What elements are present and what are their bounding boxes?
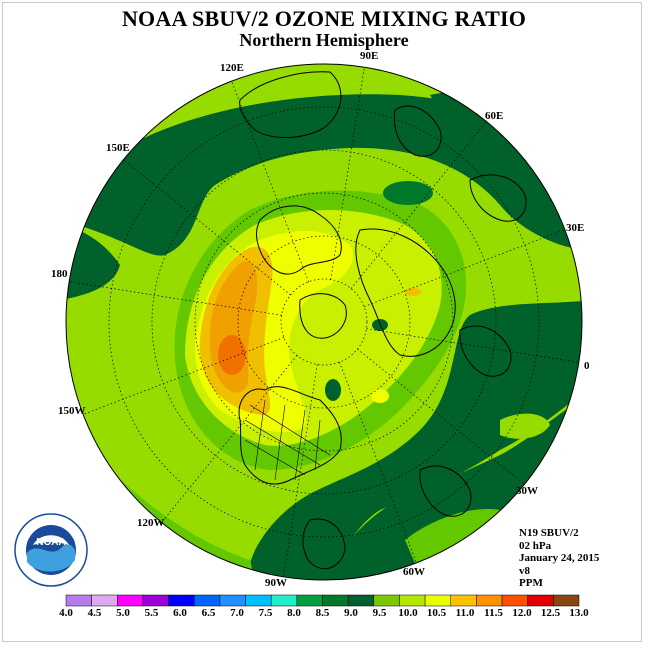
- colorbar-swatch: [347, 594, 375, 607]
- colorbar-swatch: [424, 594, 452, 607]
- colorbar-tick-label: 13.0: [569, 607, 589, 619]
- colorbar-tick-label: 5.5: [144, 607, 159, 619]
- colorbar-tick-label: 12.5: [540, 607, 561, 619]
- colorbar-swatch: [245, 594, 272, 607]
- colorbar-tick-label: 6.0: [173, 607, 187, 619]
- lon-label-60e: 60E: [485, 110, 504, 122]
- colorbar-swatch: [553, 594, 580, 607]
- pressure-level: 02 hPa: [519, 539, 552, 552]
- lon-label-120w: 120W: [137, 517, 165, 529]
- version-label: v8: [519, 564, 530, 577]
- colorbar-swatch: [117, 594, 144, 607]
- colorbar-tick-label: 9.5: [372, 607, 387, 619]
- lon-label-60w: 60W: [403, 566, 425, 578]
- colorbar-swatch: [219, 594, 246, 607]
- contour-8.5-asia: [383, 181, 433, 205]
- colorbar-tick-label: 10.5: [426, 607, 447, 619]
- units-label: PPM: [519, 577, 543, 589]
- colorbar-tick-label: 9.0: [344, 607, 358, 619]
- colorbar-swatch: [296, 594, 323, 607]
- colorbar-tick-label: 5.0: [116, 607, 130, 619]
- colorbar-tick-label: 4.0: [59, 607, 73, 619]
- lon-label-90w: 90W: [265, 577, 287, 589]
- lon-label-30e: 30E: [566, 222, 585, 234]
- contour-9.5-se-patch: [500, 413, 550, 439]
- colorbar-swatch: [450, 594, 477, 607]
- colorbar-swatch: [168, 594, 195, 607]
- map-border: [65, 63, 583, 581]
- colorbar-tick-label: 12.0: [512, 607, 532, 619]
- figure-frame: [2, 2, 642, 642]
- map-subtitle: Northern Hemisphere: [239, 30, 409, 50]
- us-state-lines: [244, 399, 331, 481]
- colorbar-tick-label: 6.5: [201, 607, 216, 619]
- colorbar-swatch: [527, 594, 554, 607]
- colorbar-swatch: [373, 594, 400, 607]
- colorbar-swatch: [476, 594, 503, 607]
- colorbar-tick-label: 4.5: [87, 607, 102, 619]
- noaa-logo: NOAA: [14, 513, 88, 587]
- contour-11.0-siberia: [405, 288, 421, 296]
- lon-label-0: 0: [584, 360, 590, 372]
- colorbar-tick-label: 7.0: [230, 607, 244, 619]
- instrument-label: N19 SBUV/2: [519, 527, 579, 539]
- lon-label-180: 180: [51, 268, 68, 280]
- ozone-field: [66, 64, 582, 580]
- colorbar-tick-label: 7.5: [258, 607, 273, 619]
- colorbar-tick-label: 11.5: [484, 607, 503, 619]
- lon-label-30w: 30W: [516, 485, 538, 497]
- colorbar-tick-label: 10.0: [398, 607, 418, 619]
- noaa-logo-text: NOAA: [36, 537, 65, 548]
- colorbar-swatch: [91, 594, 118, 607]
- graticule: [108, 106, 540, 538]
- colorbar-swatch: [142, 594, 169, 607]
- colorbar-swatch: [194, 594, 221, 607]
- lon-label-150w: 150W: [58, 405, 86, 417]
- colorbar-swatch: [270, 594, 298, 607]
- colorbar-tick-label: 8.0: [287, 607, 301, 619]
- colorbar-swatch: [399, 594, 426, 607]
- colorbar-swatch: [322, 594, 349, 607]
- contour-12.0: [218, 335, 246, 375]
- contour-8.5-band: [66, 94, 582, 580]
- colorbar-tick-label: 8.5: [315, 607, 330, 619]
- colorbar-swatch: [65, 594, 92, 607]
- lon-label-150e: 150E: [106, 142, 130, 154]
- map-title: NOAA SBUV/2 OZONE MIXING RATIO: [121, 6, 527, 31]
- lon-label-90e: 90E: [360, 50, 379, 62]
- contour-8.5-greenland: [325, 379, 341, 401]
- colorbar-swatch: [501, 594, 528, 607]
- colorbar-tick-label: 11.0: [455, 607, 475, 619]
- date-label: January 24, 2015: [519, 552, 600, 564]
- colorbar: [65, 594, 580, 607]
- contour-10.5-atlantic: [371, 389, 389, 403]
- coastlines: [238, 71, 527, 570]
- lon-label-120e: 120E: [220, 62, 244, 74]
